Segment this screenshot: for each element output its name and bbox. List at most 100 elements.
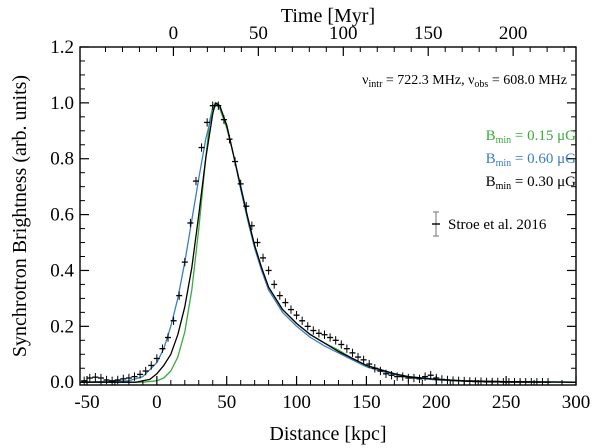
legend-errorbar-marker [432, 211, 440, 237]
legend-bmin-060-subscript: min [496, 158, 512, 169]
legend-bmin-060-value: = 0.60 μG [511, 151, 576, 167]
data-point [394, 372, 401, 381]
data-point [254, 238, 261, 247]
curve-series-1 [79, 102, 577, 383]
observed-data-points [81, 101, 552, 385]
data-point [109, 376, 116, 385]
data-point [265, 266, 272, 275]
y-tick-label: 0.2 [50, 316, 74, 337]
x-tick-label: 250 [492, 392, 521, 413]
data-point [276, 291, 283, 300]
legend-bmin-015-symbol: B [486, 128, 496, 144]
data-point [137, 370, 144, 379]
data-point [315, 329, 322, 338]
legend-bmin-015-value: = 0.15 μG [511, 128, 576, 144]
y-tick-label: 0.0 [50, 372, 74, 393]
data-point [483, 377, 490, 385]
legend-entry-bmin-060: Bmin = 0.60 μG [486, 151, 577, 169]
data-point [533, 378, 540, 385]
data-point [215, 101, 222, 110]
y-tick-label: 0.8 [50, 149, 74, 170]
data-point [382, 369, 389, 379]
data-point [248, 221, 255, 230]
axis-tick-labels: -50 0 50 100 150 200 250 300 0.0 0.2 0.4 0.6 0.8 1.0 1… [50, 23, 590, 413]
data-point [332, 336, 339, 345]
legend-entry-stroe: Stroe et al. 2016 [448, 217, 547, 233]
data-point [310, 326, 317, 335]
data-point [293, 310, 300, 320]
nu-obs-value: = 608.0 MHz [488, 73, 567, 88]
legend-bmin-030-symbol: B [486, 174, 496, 190]
data-point [287, 305, 294, 314]
data-point [355, 352, 362, 362]
data-point [450, 376, 457, 385]
data-point [165, 333, 172, 342]
data-point [511, 378, 518, 385]
data-point [327, 333, 334, 342]
legend-entry-bmin-030: Bmin = 0.30 μG [486, 174, 577, 192]
top-tick-label: 50 [249, 23, 268, 44]
data-point [528, 378, 535, 385]
x-tick-label: 300 [562, 392, 591, 413]
data-point [494, 377, 501, 385]
data-point [159, 344, 166, 353]
x-tick-label: -50 [74, 392, 99, 413]
data-point [148, 361, 155, 370]
data-point [416, 374, 423, 384]
data-point [198, 143, 205, 152]
y-tick-label: 0.4 [50, 260, 74, 281]
data-point [176, 291, 183, 300]
data-point [209, 101, 216, 110]
data-point [237, 179, 244, 189]
plot-frame [79, 46, 577, 386]
data-point [120, 374, 127, 384]
y-axis-title: Synchrotron Brightness (arb. units) [9, 75, 31, 357]
data-point [338, 340, 345, 349]
top-tick-label: 200 [499, 23, 528, 44]
data-point [131, 372, 138, 381]
curve-series-2 [80, 102, 577, 383]
data-point [226, 134, 233, 144]
data-point [472, 377, 479, 385]
data-point [477, 377, 484, 385]
legend-bmin-030-value: = 0.30 μG [511, 174, 576, 190]
data-point [187, 218, 194, 228]
data-point [103, 375, 110, 385]
data-point [399, 372, 406, 381]
legend-bmin-015-subscript: min [496, 135, 512, 146]
data-point [366, 359, 373, 369]
data-point [371, 364, 378, 373]
data-point [114, 375, 121, 385]
nu-intr-subscript: intr [369, 79, 384, 90]
data-point [181, 257, 188, 267]
top-tick-label: 150 [414, 23, 443, 44]
y-tick-label: 1.0 [50, 93, 74, 114]
data-point [220, 115, 227, 124]
data-point [360, 355, 367, 365]
data-point [170, 316, 177, 325]
nu-obs-subscript: obs [474, 79, 488, 90]
data-point [438, 375, 445, 384]
top-x-axis-title: Time [Myr] [281, 5, 375, 27]
data-point [427, 371, 434, 380]
nu-intr-symbol: ν [362, 73, 368, 88]
data-point [192, 176, 199, 186]
x-tick-label: 100 [282, 392, 311, 413]
data-point [81, 376, 88, 385]
legend: Bmin = 0.15 μG Bmin = 0.60 μG Bmin = 0.3… [432, 128, 577, 237]
data-point [271, 280, 278, 289]
data-point [466, 377, 473, 385]
data-point [388, 371, 395, 380]
data-point [455, 376, 462, 385]
x-axis-title: Distance [kpc] [269, 423, 386, 445]
top-tick-label: 100 [329, 23, 358, 44]
data-point [377, 366, 384, 376]
data-point [142, 366, 149, 376]
data-point [444, 375, 451, 385]
top-tick-label: 0 [169, 23, 179, 44]
y-tick-label: 0.6 [50, 205, 74, 226]
nu-obs-symbol: ν [468, 73, 474, 88]
data-point [260, 253, 267, 263]
y-tick-label: 1.2 [50, 37, 74, 58]
